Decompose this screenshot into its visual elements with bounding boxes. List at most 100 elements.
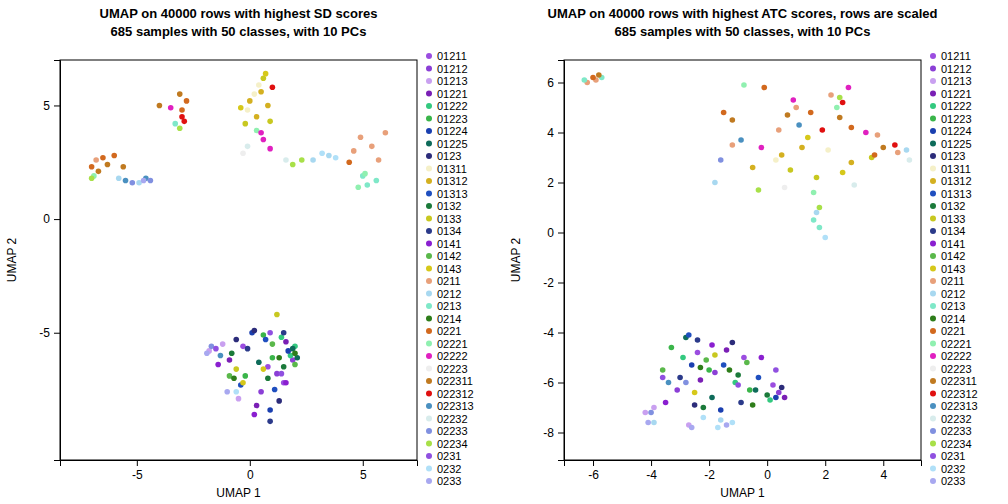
point xyxy=(660,367,666,373)
tick: 2 xyxy=(822,460,829,482)
tick-mark xyxy=(363,460,364,466)
point xyxy=(93,157,99,163)
tick-label: 6 xyxy=(547,76,554,90)
point xyxy=(290,162,296,168)
legend-label: 01225 xyxy=(437,138,468,150)
tick-mark xyxy=(54,219,60,220)
legend-swatch xyxy=(930,91,936,97)
tick-mark xyxy=(558,133,564,134)
legend-label: 01224 xyxy=(941,125,972,137)
point xyxy=(130,180,136,186)
legend-label: 0212 xyxy=(437,288,461,300)
point xyxy=(820,127,826,133)
point xyxy=(663,400,669,406)
point xyxy=(258,89,264,95)
point xyxy=(227,357,233,363)
point xyxy=(892,142,898,148)
tick-label: 0 xyxy=(547,226,554,240)
legend-swatch xyxy=(426,303,432,309)
legend-swatch xyxy=(426,166,432,172)
point xyxy=(666,380,672,386)
point xyxy=(120,164,126,170)
point xyxy=(730,117,736,123)
point xyxy=(660,375,666,381)
legend-swatch xyxy=(930,403,936,409)
point xyxy=(698,365,704,371)
point xyxy=(811,217,817,223)
legend-swatch xyxy=(930,78,936,84)
point xyxy=(177,125,183,131)
legend-label: 0123 xyxy=(437,150,461,162)
legend-swatch xyxy=(930,241,936,247)
title: UMAP on 40000 rows with highest SD score… xyxy=(100,6,378,21)
points xyxy=(582,72,913,430)
tick-mark xyxy=(54,105,60,106)
point xyxy=(267,119,273,125)
legend-swatch xyxy=(930,391,936,397)
legend-swatch xyxy=(426,241,432,247)
tick: 0 xyxy=(764,460,771,482)
point xyxy=(846,85,852,91)
point xyxy=(326,153,332,159)
point xyxy=(648,410,654,416)
legend-swatch xyxy=(930,103,936,109)
point xyxy=(698,377,704,383)
legend-label: 02223 xyxy=(941,363,972,375)
point xyxy=(776,127,782,133)
x-axis-title: UMAP 1 xyxy=(216,486,261,500)
point xyxy=(849,125,855,131)
point xyxy=(157,103,163,109)
legend-swatch xyxy=(426,266,432,272)
tick-label: -6 xyxy=(588,468,599,482)
point xyxy=(793,105,799,111)
legend-swatch xyxy=(426,66,432,72)
point xyxy=(362,171,368,177)
legend-swatch xyxy=(426,391,432,397)
legend-swatch xyxy=(426,466,432,472)
point xyxy=(252,412,258,418)
point xyxy=(782,395,788,401)
legend-swatch xyxy=(930,153,936,159)
panel: UMAP on 40000 rows with highest ATC scor… xyxy=(509,6,978,500)
point xyxy=(261,366,267,372)
point xyxy=(358,134,364,140)
point xyxy=(258,389,264,395)
point xyxy=(258,130,264,136)
point xyxy=(701,415,707,421)
point xyxy=(651,405,657,411)
point xyxy=(310,157,316,163)
legend-label: 01312 xyxy=(941,175,972,187)
tick: -8 xyxy=(543,426,564,440)
legend-label: 022312 xyxy=(941,388,978,400)
point xyxy=(299,157,305,163)
point xyxy=(582,77,588,83)
legend-label: 0142 xyxy=(437,250,461,262)
legend-label: 01211 xyxy=(437,50,467,62)
point xyxy=(247,98,253,104)
point xyxy=(779,385,785,391)
tick: -6 xyxy=(543,376,564,390)
point xyxy=(718,157,724,163)
point xyxy=(596,72,602,78)
legend-swatch xyxy=(426,203,432,209)
y-axis: -8-6-4-20246 xyxy=(543,61,564,461)
point xyxy=(747,387,753,393)
legend-label: 02222 xyxy=(941,350,972,362)
tick: -6 xyxy=(588,460,599,482)
legend-swatch xyxy=(426,378,432,384)
subtitle: 685 samples with 50 classes, with 10 PCs xyxy=(615,24,871,39)
point xyxy=(240,150,246,156)
point xyxy=(692,402,698,408)
tick-mark xyxy=(651,460,652,466)
legend-label: 01224 xyxy=(437,125,468,137)
tick: -2 xyxy=(543,276,564,290)
point xyxy=(904,147,910,153)
tick-mark xyxy=(250,460,251,466)
legend-swatch xyxy=(930,178,936,184)
point xyxy=(172,121,178,127)
point xyxy=(265,375,271,381)
tick-label: 2 xyxy=(822,468,829,482)
legend-swatch xyxy=(426,116,432,122)
point xyxy=(799,145,805,151)
legend-label: 02221 xyxy=(437,338,468,350)
